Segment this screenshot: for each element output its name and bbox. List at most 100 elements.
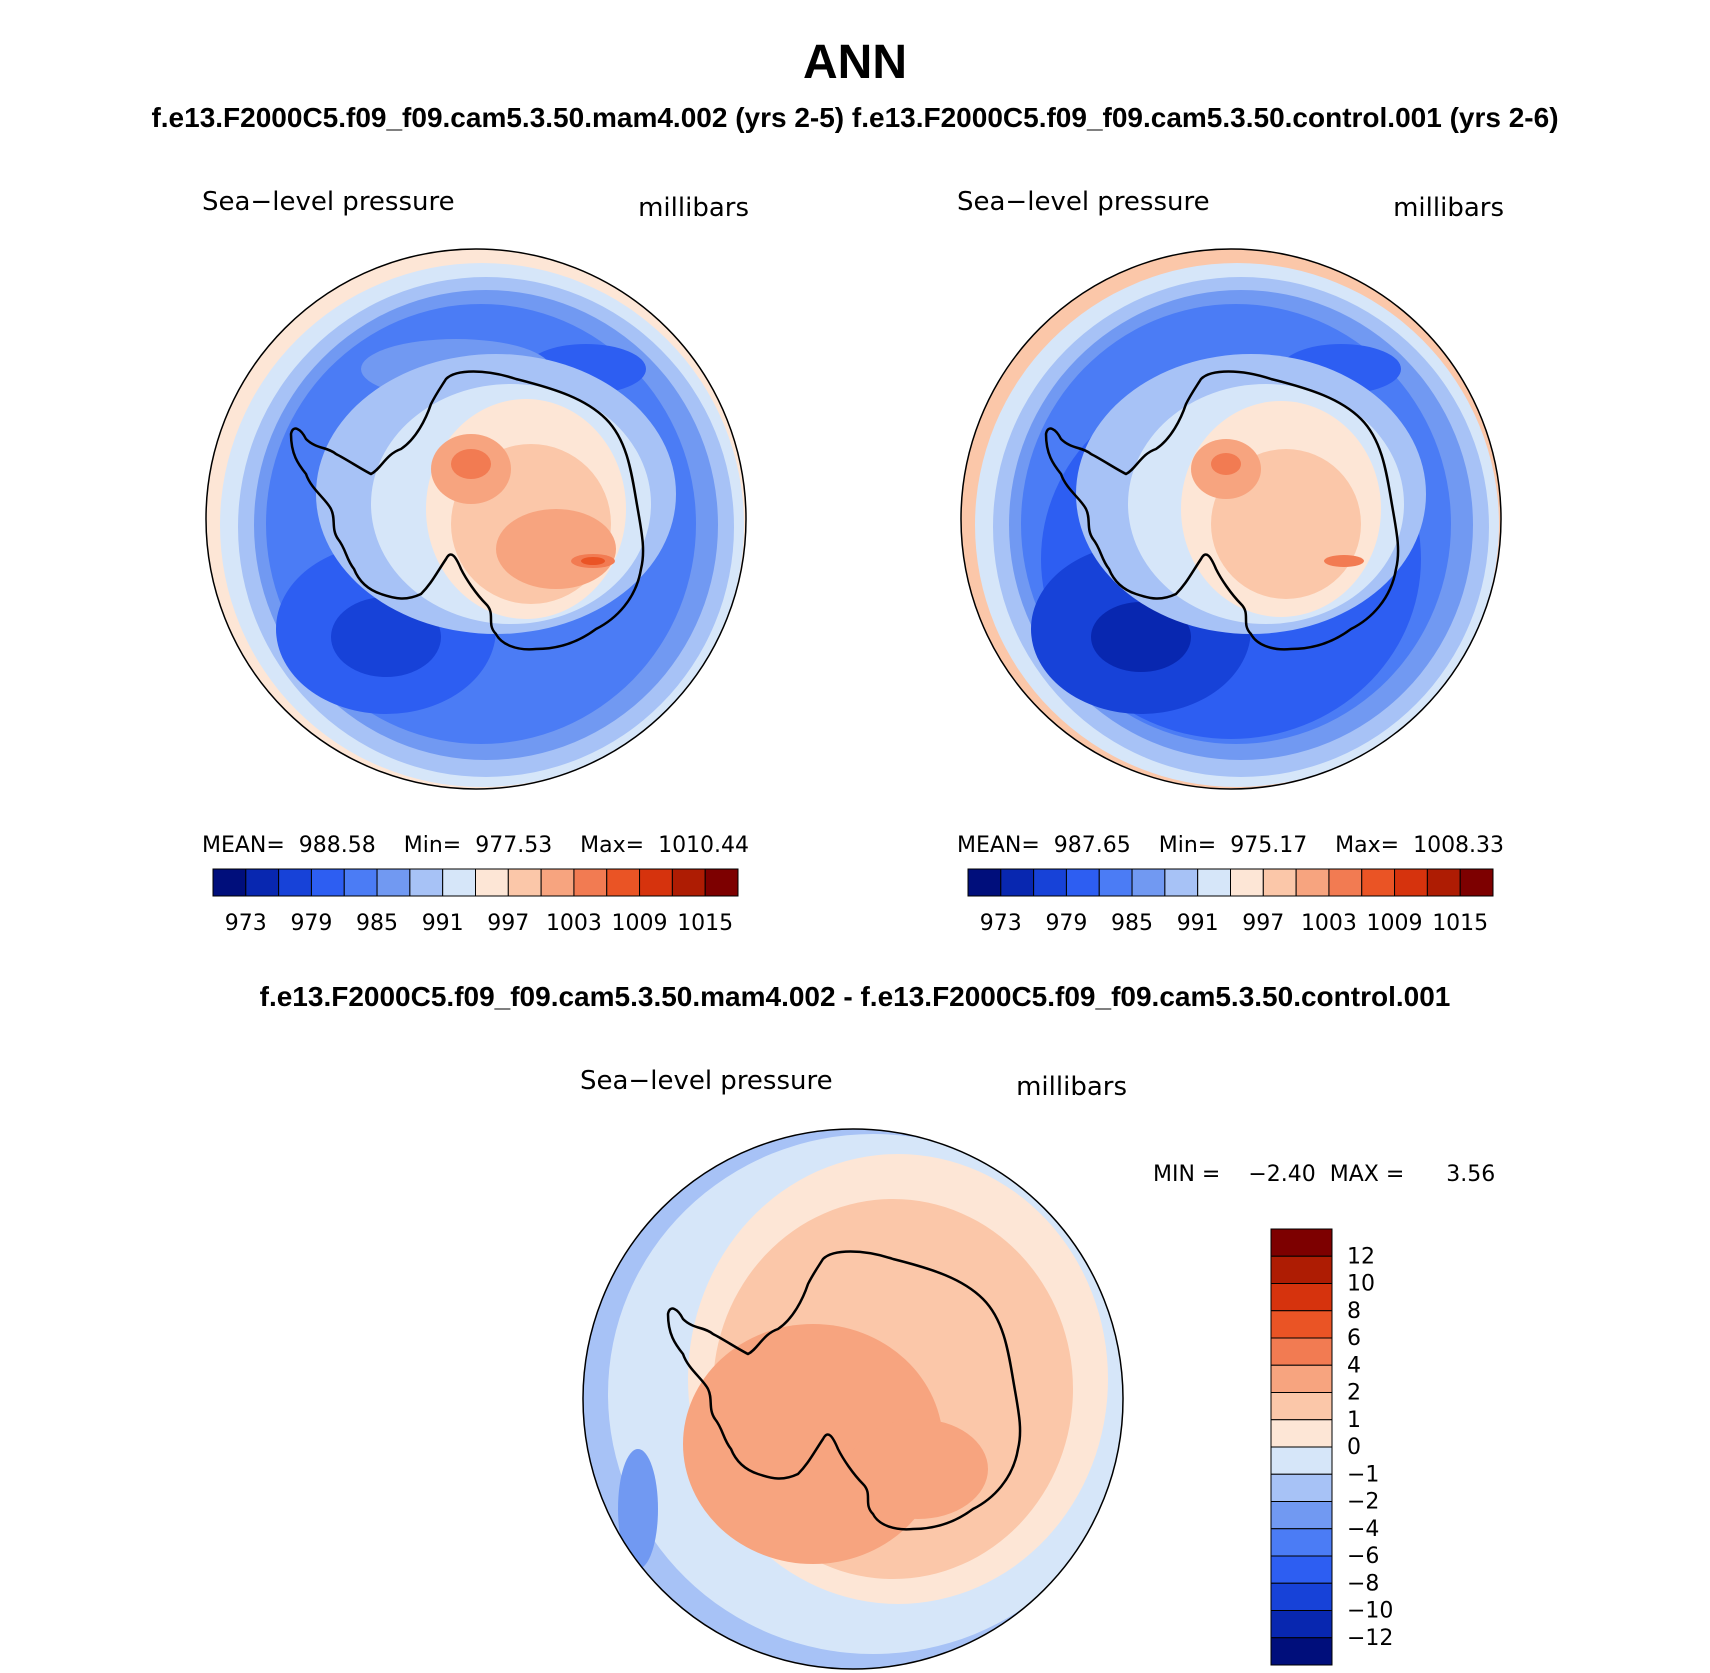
panel-difference-colorbar-swatch [1270,1501,1333,1530]
figure-title: ANN [803,36,907,89]
panel-test-units-label: millibars [638,193,749,223]
panel-difference-colorbar-tick-label: 6 [1347,1326,1361,1351]
panel-difference-colorbar-tick-label: −6 [1347,1544,1379,1569]
panel-difference-units-label: millibars [1016,1072,1127,1102]
panel-test-colorbar-swatch [704,868,739,897]
panel-difference-colorbar-tick-label: −10 [1347,1599,1393,1624]
panel-difference-colorbar-swatch [1270,1446,1333,1475]
panel-test-colorbar-tick-label: 1003 [546,911,602,936]
panel-difference-colorbar-tick-label: −4 [1347,1517,1379,1542]
panel-control-colorbar-tick-label: 1009 [1367,911,1423,936]
panel-control-colorbar: 973 979 985 991 997 1003 1009 1015 [967,868,1494,936]
panel-control: Sea−level pressure millibars [957,187,1504,936]
panel-test-colorbar-swatch [409,868,444,897]
panel-difference-colorbar-tick-label: −1 [1347,1462,1379,1487]
panel-test-colorbar-swatch [442,868,477,897]
panel-difference-colorbar-tick-label: 8 [1347,1299,1361,1324]
figure-subtitle: f.e13.F2000C5.f09_f09.cam5.3.50.mam4.002… [151,102,1558,133]
panel-control-colorbar-swatch [1065,868,1100,897]
panel-difference-colorbar-swatch [1270,1555,1333,1584]
panel-test-colorbar-tick-label: 991 [422,911,464,936]
panel-difference-colorbar-tick-label: 0 [1347,1435,1361,1460]
panel-difference-colorbar-swatch [1270,1364,1333,1393]
panel-difference-colorbar-swatch [1270,1337,1333,1366]
difference-title: f.e13.F2000C5.f09_f09.cam5.3.50.mam4.002… [260,981,1451,1012]
panel-difference-colorbar-swatch [1270,1255,1333,1284]
panel-control-colorbar-swatch [1328,868,1363,897]
panel-difference-colorbar-swatch [1270,1473,1333,1502]
panel-control-colorbar-swatch [1000,868,1035,897]
panel-difference-colorbar-swatch [1270,1419,1333,1448]
panel-test-colorbar-swatch [671,868,706,897]
panel-test-colorbar-swatch [212,868,247,897]
panel-control-colorbar-tick-label: 979 [1045,911,1087,936]
panel-test-colorbar-swatch [343,868,378,897]
panel-test-colorbar: 973 979 985 991 997 1003 1009 1015 [212,868,739,936]
panel-difference-colorbar-swatch [1270,1228,1333,1257]
panel-test-colorbar-swatch [278,868,312,897]
panel-control-colorbar-tick-label: 991 [1177,911,1219,936]
panel-difference-colorbar-swatch [1270,1392,1333,1421]
panel-difference-colorbar-swatch [1270,1528,1333,1557]
panel-control-colorbar-swatch [1131,868,1166,897]
panel-control-colorbar-tick-label: 997 [1242,911,1284,936]
panel-control-variable-label: Sea−level pressure [957,187,1210,217]
panel-difference-colorbar-swatch [1270,1310,1333,1339]
panel-control-colorbar-tick-label: 1015 [1432,911,1488,936]
panel-test-colorbar-tick-label: 1009 [612,911,668,936]
panel-difference-colorbar-tick-label: 2 [1347,1381,1361,1406]
panel-test: Sea−level pressure millibars [202,187,749,936]
panel-control-colorbar-swatch [967,868,1002,897]
panel-control-colorbar-tick-label: 973 [980,911,1022,936]
panel-control-colorbar-swatch [1394,868,1428,897]
panel-control-colorbar-swatch [1295,868,1330,897]
panel-control-colorbar-swatch [1262,868,1297,897]
panel-test-map [205,248,747,790]
panel-control-colorbar-swatch [1033,868,1067,897]
panel-test-colorbar-swatch [310,868,345,897]
panel-difference-stats: MIN = −2.40 MAX = 3.56 [1153,1162,1495,1187]
panel-difference-colorbar-swatch [1270,1582,1333,1611]
panel-control-colorbar-swatch [1197,868,1232,897]
panel-test-colorbar-swatch [507,868,542,897]
panel-test-colorbar-swatch [245,868,280,897]
panel-control-colorbar-swatch [1164,868,1199,897]
panel-control-colorbar-swatch [1098,868,1133,897]
panel-control-colorbar-tick-label: 985 [1111,911,1153,936]
panel-difference-colorbar-tick-label: −12 [1347,1626,1393,1651]
panel-control-units-label: millibars [1393,193,1504,223]
panel-control-colorbar-swatch [1459,868,1494,897]
panel-difference-colorbar-swatch [1270,1283,1333,1312]
panel-control-colorbar-tick-label: 1003 [1301,911,1357,936]
panel-control-colorbar-swatch [1426,868,1461,897]
panel-difference-colorbar-tick-label: −8 [1347,1571,1379,1596]
panel-test-colorbar-swatch [540,868,575,897]
panel-test-colorbar-swatch [606,868,641,897]
panel-control-map [960,248,1502,790]
panel-difference-variable-label: Sea−level pressure [580,1066,833,1096]
panel-test-stats: MEAN= 988.58 Min= 977.53 Max= 1010.44 [202,833,749,858]
panel-difference-colorbar-tick-label: 12 [1347,1244,1375,1269]
panel-difference-colorbar-tick-label: 10 [1347,1272,1375,1297]
panel-test-colorbar-swatch [639,868,673,897]
panel-test-colorbar-tick-label: 997 [487,911,529,936]
panel-control-colorbar-swatch [1230,868,1264,897]
panel-difference-colorbar-tick-label: 1 [1347,1408,1361,1433]
panel-difference-map [582,1128,1124,1670]
panel-difference: Sea−level pressure millibars MIN = −2.40… [580,1066,1495,1670]
panel-test-colorbar-swatch [573,868,608,897]
panel-test-colorbar-tick-label: 1015 [677,911,733,936]
panel-test-colorbar-tick-label: 973 [225,911,267,936]
panel-difference-colorbar-tick-label: −2 [1347,1490,1379,1515]
panel-difference-colorbar-swatch [1270,1610,1333,1639]
panel-test-colorbar-swatch [376,868,411,897]
panel-test-colorbar-swatch [475,868,509,897]
panel-test-colorbar-tick-label: 985 [356,911,398,936]
panel-control-stats: MEAN= 987.65 Min= 975.17 Max= 1008.33 [957,833,1504,858]
panel-control-colorbar-swatch [1361,868,1396,897]
panel-test-variable-label: Sea−level pressure [202,187,455,217]
panel-difference-colorbar-tick-label: 4 [1347,1353,1361,1378]
panel-test-colorbar-tick-label: 979 [290,911,332,936]
